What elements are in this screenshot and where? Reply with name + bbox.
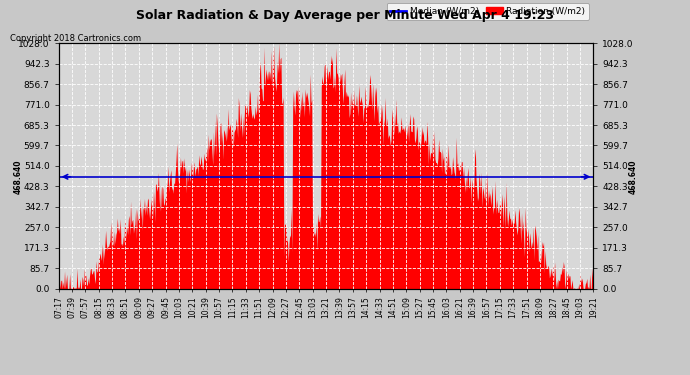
Text: 468.640: 468.640 [14, 159, 23, 194]
Text: Copyright 2018 Cartronics.com: Copyright 2018 Cartronics.com [10, 34, 141, 43]
Legend: Median (W/m2), Radiation (W/m2): Median (W/m2), Radiation (W/m2) [386, 3, 589, 20]
Text: Solar Radiation & Day Average per Minute Wed Apr 4 19:23: Solar Radiation & Day Average per Minute… [136, 9, 554, 22]
Text: 468.640: 468.640 [629, 159, 638, 194]
